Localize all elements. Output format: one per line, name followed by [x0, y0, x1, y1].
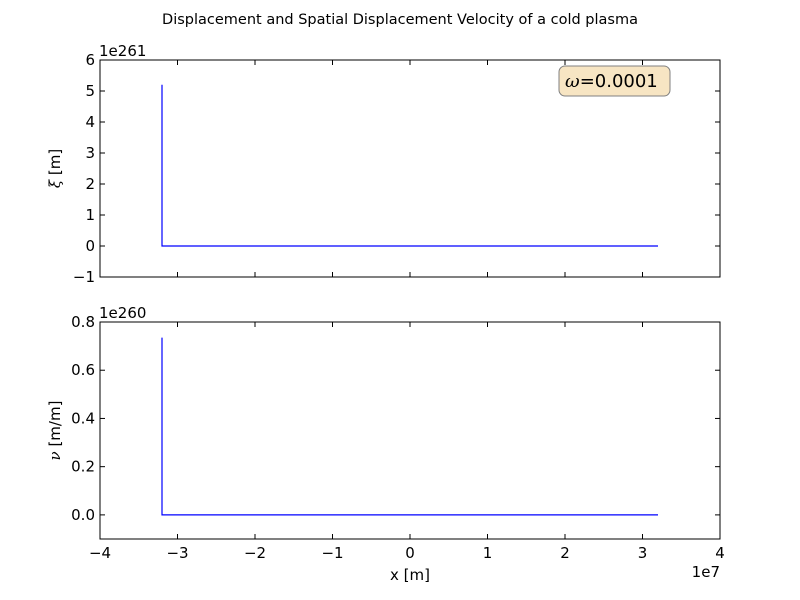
top-y-axis-label: ξ [m]	[46, 149, 64, 188]
bottom-subplot-ticks: 0.0 0.2 0.4 0.6 0.8 −4 −3 −2 −1 0 1 2 3 4	[71, 313, 725, 562]
top-subplot-ticks: −1 0 1 2 3 4 5 6	[73, 51, 721, 286]
bottom-series-line	[161, 337, 658, 516]
omega-annotation: ω=0.0001	[558, 65, 671, 97]
top-ytick-label: 0	[85, 237, 95, 255]
xtick-label: 2	[560, 544, 570, 562]
bottom-y-axis-symbol: ν	[46, 451, 64, 460]
top-ytick-label: 4	[85, 113, 95, 131]
bottom-subplot-frame	[99, 321, 721, 540]
top-subplot-frame	[99, 59, 721, 278]
bottom-subplot-series	[161, 337, 658, 516]
top-ytick-label: 1	[85, 206, 95, 224]
bottom-ytick-label: 0.8	[71, 313, 95, 331]
bottom-ytick-label: 0.0	[71, 506, 95, 524]
bottom-ytick-label: 0.6	[71, 361, 95, 379]
omega-value: =0.0001	[580, 71, 658, 92]
top-y-offset-text: 1e261	[99, 42, 146, 60]
xtick-label: 4	[715, 544, 725, 562]
xtick-label: 3	[638, 544, 648, 562]
xtick-label: 1	[483, 544, 493, 562]
omega-annotation-box	[558, 65, 671, 97]
xtick-label: −4	[89, 544, 111, 562]
top-y-axis-symbol: ξ	[46, 179, 64, 188]
omega-symbol: ω	[565, 71, 580, 92]
xtick-label: −3	[166, 544, 188, 562]
top-ytick-label: −1	[73, 268, 95, 286]
bottom-subplot: 0.0 0.2 0.4 0.6 0.8 −4 −3 −2 −1 0 1 2 3 4 1e260 ν [m/…	[46, 304, 725, 584]
top-ytick-label: 6	[85, 51, 95, 69]
x-offset-text: 1e7	[692, 563, 720, 581]
bottom-y-offset-text: 1e260	[99, 304, 146, 322]
bottom-ytick-label: 0.4	[71, 409, 95, 427]
top-ytick-label: 2	[85, 175, 95, 193]
figure-title: Displacement and Spatial Displacement Ve…	[162, 12, 638, 28]
xtick-label: 0	[405, 544, 415, 562]
bottom-y-axis-unit: [m/m]	[46, 401, 64, 452]
top-y-axis-unit: [m]	[46, 149, 64, 180]
x-axis-label: x [m]	[390, 566, 430, 584]
top-ytick-label: 3	[85, 144, 95, 162]
top-subplot: −1 0 1 2 3 4 5 6 1e261 ξ [m] ω=0.0001	[46, 42, 721, 286]
top-series-line	[161, 84, 658, 247]
bottom-ytick-label: 0.2	[71, 458, 95, 476]
xtick-label: −2	[244, 544, 266, 562]
top-ytick-label: 5	[85, 82, 95, 100]
omega-annotation-text: ω=0.0001	[565, 71, 658, 92]
xtick-label: −1	[321, 544, 343, 562]
top-subplot-series	[161, 84, 658, 247]
bottom-y-axis-label: ν [m/m]	[46, 401, 64, 461]
